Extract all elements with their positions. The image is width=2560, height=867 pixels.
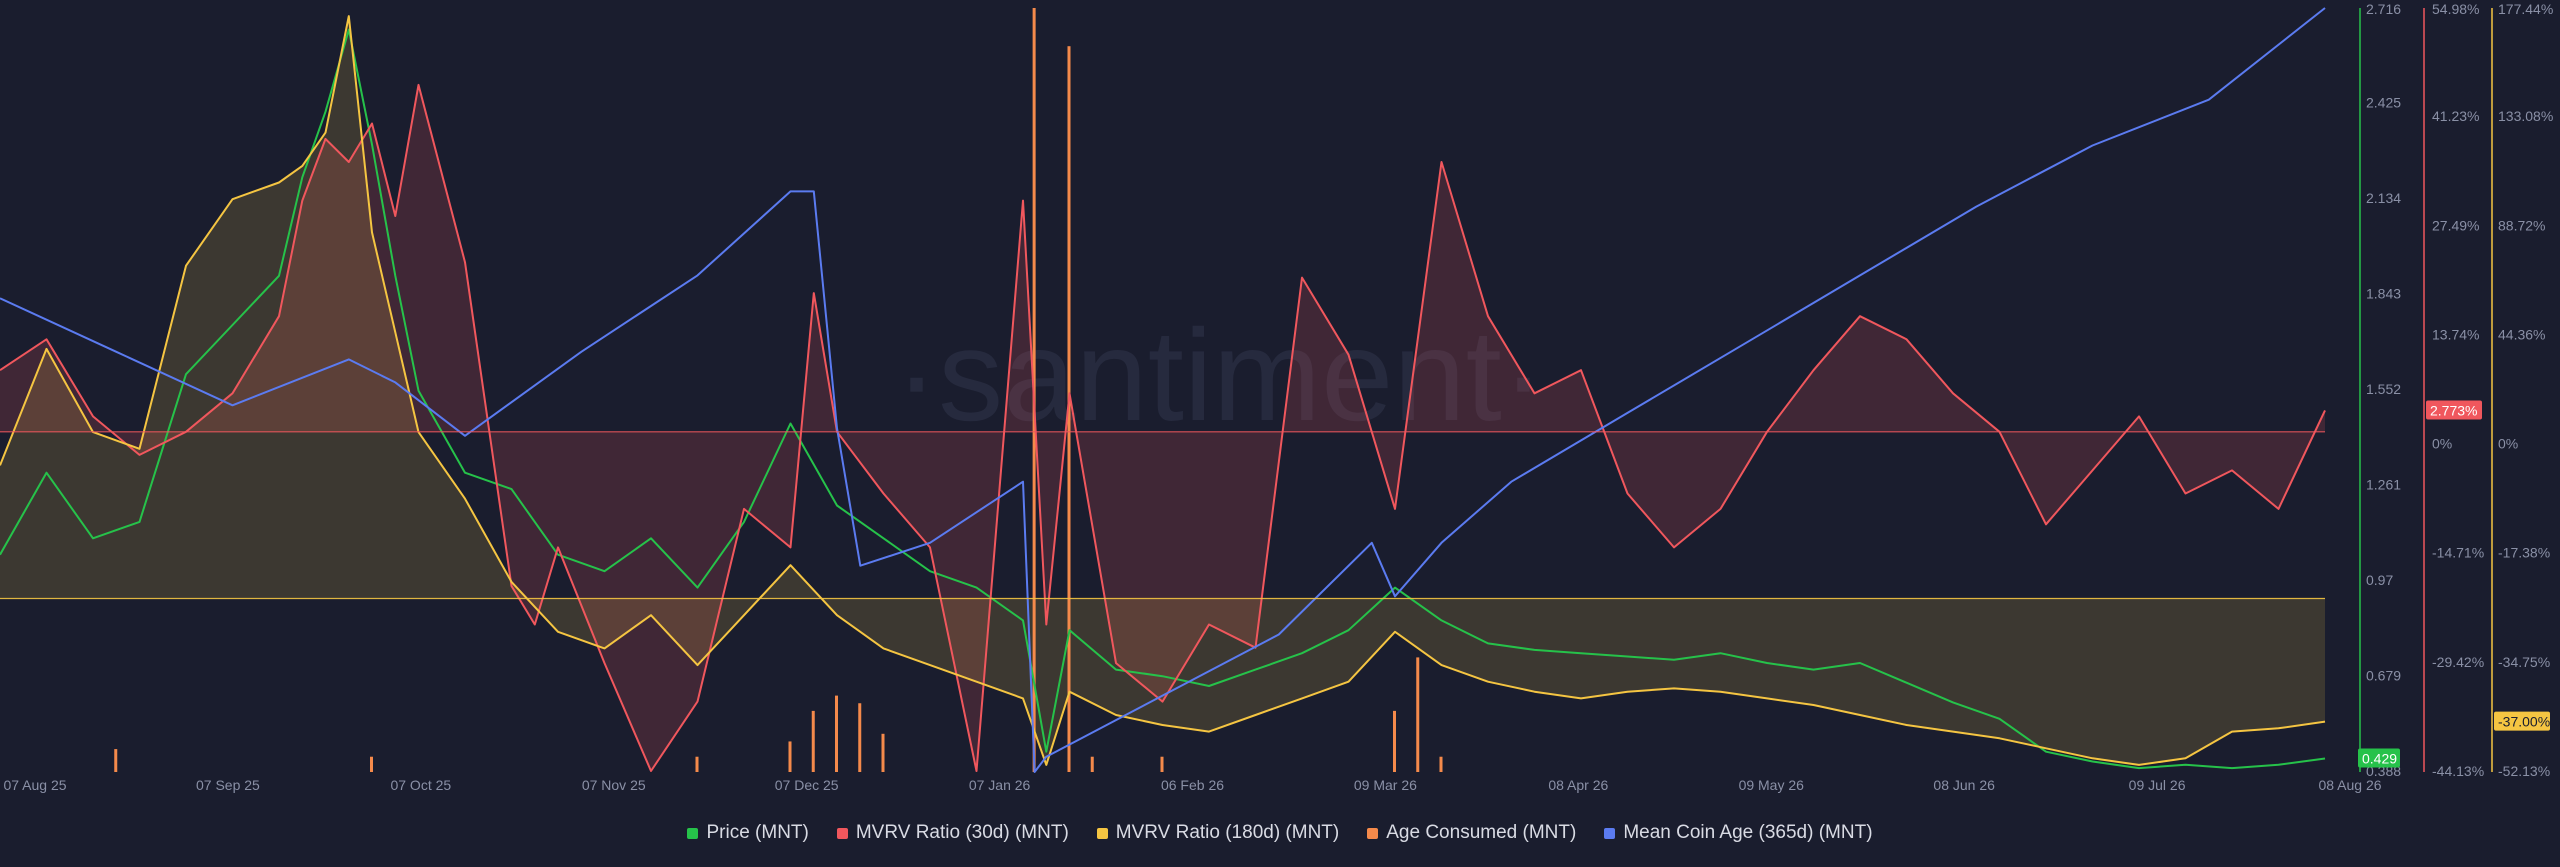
legend-item-mean-coin-age[interactable]: Mean Coin Age (365d) (MNT) <box>1604 822 1873 844</box>
x-tick-label: 07 Dec 25 <box>775 777 839 793</box>
x-tick-label: 07 Nov 25 <box>582 777 646 793</box>
age-consumed-bar <box>1067 46 1071 772</box>
watermark-text: ·santiment· <box>895 302 1545 448</box>
series-area-mvrv30 <box>0 84 2325 771</box>
x-tick-label: 07 Aug 25 <box>3 777 66 793</box>
y-tick-label-price: 2.134 <box>2366 190 2401 206</box>
age-consumed-bar <box>114 749 118 772</box>
y-tick-label-mvrv30: 41.23% <box>2432 108 2479 124</box>
y-tick-label-price: 0.97 <box>2366 572 2393 588</box>
y-tick-label-mvrv30: -14.71% <box>2432 545 2484 561</box>
y-tick-label-mvrv30: -44.13% <box>2432 763 2484 779</box>
x-tick-label: 07 Oct 25 <box>390 777 451 793</box>
y-tick-label-mvrv180: 44.36% <box>2498 326 2545 342</box>
series-line-mvrv30[interactable] <box>0 83 2326 772</box>
y-tick-label-price: 0.679 <box>2366 668 2401 684</box>
square-icon <box>1096 827 1108 839</box>
square-icon <box>1367 827 1379 839</box>
age-consumed-bar <box>1160 756 1164 772</box>
x-tick-label: 09 Jul 26 <box>2129 777 2186 793</box>
age-consumed-bar <box>1416 657 1420 772</box>
y-tick-label-price: 1.261 <box>2366 477 2401 493</box>
y-tick-label-price: 2.716 <box>2366 1 2401 17</box>
legend-item-age-consumed[interactable]: Age Consumed (MNT) <box>1367 822 1576 844</box>
age-consumed-bar <box>1393 710 1396 772</box>
series-line-price[interactable] <box>0 28 2326 770</box>
y-tick-label-mvrv180: -34.75% <box>2498 654 2550 670</box>
age-consumed-bar <box>835 695 838 772</box>
square-icon <box>836 827 848 839</box>
series-line-age[interactable] <box>0 7 2326 773</box>
x-tick-label: 07 Sep 25 <box>196 777 260 793</box>
age-consumed-bar <box>695 756 699 772</box>
x-tick-label: 08 Aug 26 <box>2318 777 2381 793</box>
y-tick-label-price: 1.552 <box>2366 381 2401 397</box>
legend-item-mvrv30[interactable]: MVRV Ratio (30d) (MNT) <box>836 822 1069 844</box>
last-value-badge-price <box>2358 748 2400 768</box>
y-tick-label-mvrv30: 27.49% <box>2432 217 2479 233</box>
y-tick-label-mvrv180: 0% <box>2498 436 2518 452</box>
last-value-text-mvrv30: 2.773% <box>2430 402 2477 418</box>
y-tick-label-mvrv180: -52.13% <box>2498 763 2550 779</box>
x-tick-label: 09 Mar 26 <box>1354 777 1417 793</box>
x-tick-label: 07 Jan 26 <box>969 777 1031 793</box>
legend-label: Price (MNT) <box>706 822 809 843</box>
y-tick-label-mvrv30: -29.42% <box>2432 654 2484 670</box>
age-consumed-bar <box>788 741 792 772</box>
legend-label: Age Consumed (MNT) <box>1386 822 1577 843</box>
square-icon <box>687 827 699 839</box>
y-tick-label-mvrv180: 177.44% <box>2498 1 2553 17</box>
y-tick-label-price: 1.843 <box>2366 286 2401 302</box>
y-tick-label-mvrv180: 88.72% <box>2498 217 2545 233</box>
legend-label: MVRV Ratio (180d) (MNT) <box>1115 822 1340 843</box>
legend-label: MVRV Ratio (30d) (MNT) <box>855 822 1069 843</box>
last-value-text-price: 0.429 <box>2362 751 2397 767</box>
y-tick-label-mvrv30: 13.74% <box>2432 326 2479 342</box>
square-icon <box>1604 827 1616 839</box>
age-consumed-bar <box>881 733 885 772</box>
chart-legend: Price (MNT) MVRV Ratio (30d) (MNT) MVRV … <box>0 818 2560 848</box>
last-value-badge-mvrv30 <box>2426 400 2482 420</box>
legend-item-mvrv180[interactable]: MVRV Ratio (180d) (MNT) <box>1096 822 1340 844</box>
age-consumed-bar <box>858 703 862 772</box>
x-tick-label: 08 Jun 26 <box>1933 777 1995 793</box>
y-tick-label-mvrv180: -17.38% <box>2498 545 2550 561</box>
x-tick-label: 08 Apr 26 <box>1548 777 1608 793</box>
legend-label: Mean Coin Age (365d) (MNT) <box>1623 822 1873 843</box>
y-tick-label-price: 2.425 <box>2366 95 2401 111</box>
last-value-badge-mvrv180 <box>2494 711 2550 731</box>
y-tick-label-mvrv30: 0% <box>2432 436 2452 452</box>
x-tick-label: 09 May 26 <box>1739 777 1805 793</box>
age-consumed-bar <box>370 756 373 772</box>
age-consumed-bar <box>1439 756 1443 772</box>
y-tick-label-mvrv180: 133.08% <box>2498 108 2553 124</box>
x-tick-label: 06 Feb 26 <box>1161 777 1224 793</box>
y-tick-label-mvrv30: 54.98% <box>2432 1 2479 17</box>
legend-item-price[interactable]: Price (MNT) <box>687 822 809 844</box>
last-value-text-mvrv180: -37.00% <box>2498 714 2550 730</box>
series-area-mvrv180 <box>0 16 2325 765</box>
age-consumed-bar <box>1090 756 1094 772</box>
series-line-mvrv180[interactable] <box>0 15 2326 766</box>
age-consumed-bar <box>811 710 815 772</box>
